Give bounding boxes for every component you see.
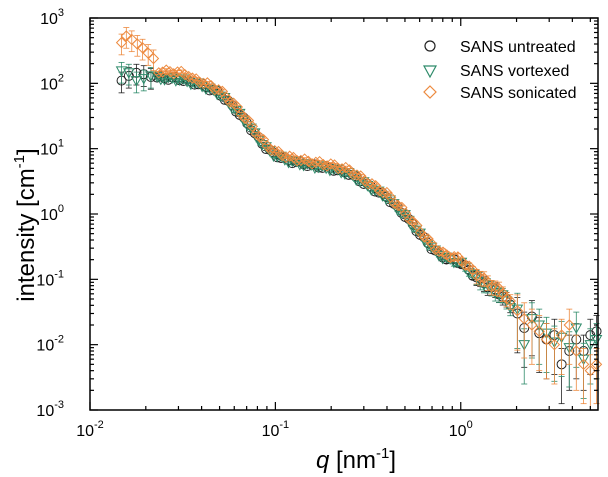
data-point: [433, 245, 445, 257]
data-point: [497, 287, 509, 299]
data-point: [590, 334, 603, 346]
data-point: [220, 91, 232, 103]
data-point: [130, 76, 143, 87]
data-point: [422, 233, 434, 245]
data-point: [355, 170, 367, 182]
data-point: [489, 281, 502, 294]
data-point: [392, 199, 404, 212]
data-point: [115, 36, 128, 49]
data-point: [245, 125, 256, 136]
y-tick-label: 101: [40, 138, 64, 159]
legend-marker-diamond: [423, 85, 437, 99]
data-point: [147, 52, 160, 65]
data-point: [351, 169, 363, 181]
data-point: [570, 345, 582, 357]
data-point: [280, 151, 292, 164]
data-point: [186, 72, 199, 84]
series-diamond: [115, 27, 603, 411]
legend: SANS untreated SANS vortexed SANS sonica…: [422, 39, 577, 102]
data-point: [136, 42, 149, 54]
data-point: [122, 68, 135, 79]
data-point: [418, 231, 430, 243]
data-point: [212, 84, 225, 96]
data-point: [120, 30, 133, 42]
data-point: [577, 358, 590, 371]
data-point: [265, 144, 277, 156]
data-point: [470, 270, 483, 282]
data-point: [343, 164, 356, 176]
x-tick-label: 100: [449, 419, 473, 440]
data-point: [474, 271, 487, 284]
data-point: [369, 180, 382, 192]
data-point: [485, 281, 498, 293]
legend-item-vortexed: SANS vortexed: [422, 63, 569, 80]
data-point: [231, 101, 244, 113]
legend-item-untreated: SANS untreated: [424, 39, 576, 56]
data-point: [533, 325, 545, 338]
legend-marker-triangle: [422, 65, 438, 79]
data-point: [373, 184, 386, 197]
data-point: [526, 319, 538, 331]
legend-item-sonicated: SANS sonicated: [423, 85, 577, 102]
data-point: [555, 329, 568, 341]
data-point: [381, 186, 393, 199]
data-point: [410, 225, 423, 237]
data-point: [548, 338, 561, 351]
plot-area: [115, 27, 603, 411]
series-circle: [116, 63, 602, 405]
data-point: [295, 154, 307, 167]
y-tick-label: 103: [40, 7, 64, 28]
data-point: [164, 65, 176, 78]
data-point: [448, 250, 460, 263]
data-point: [504, 295, 516, 307]
y-tick-label: 10-2: [36, 334, 64, 355]
legend-marker-circle: [424, 40, 436, 52]
x-axis-label: q [nm-1]: [316, 445, 396, 474]
legend-label: SANS untreated: [460, 39, 576, 56]
data-point: [126, 33, 138, 46]
data-point: [131, 38, 144, 50]
data-point: [115, 66, 128, 77]
data-point: [325, 158, 337, 170]
legend-label: SANS sonicated: [460, 85, 577, 102]
legend-label: SANS vortexed: [460, 63, 569, 80]
series-triangle-down: [115, 61, 603, 399]
data-point: [590, 358, 603, 371]
data-point: [194, 76, 206, 89]
y-axis-label: intensity [cm-1]: [11, 148, 40, 301]
data-point: [540, 333, 553, 346]
data-point: [584, 364, 597, 377]
data-point: [179, 68, 191, 81]
x-tick-label: 10-2: [76, 419, 104, 440]
data-point: [414, 226, 427, 239]
data-point: [411, 219, 423, 232]
data-point: [459, 259, 472, 271]
y-tick-label: 100: [40, 203, 64, 224]
x-tick-label: 10-1: [262, 419, 290, 440]
data-point: [429, 243, 442, 256]
data-point: [276, 149, 288, 162]
data-point: [347, 168, 359, 181]
data-point: [336, 163, 348, 175]
data-point: [224, 96, 236, 108]
data-point: [563, 319, 575, 331]
data-point: [145, 71, 157, 82]
y-tick-label: 10-1: [36, 268, 64, 289]
data-point: [137, 74, 150, 85]
y-tick-label: 10-3: [36, 399, 64, 420]
data-point: [268, 144, 281, 157]
data-point: [246, 120, 258, 133]
y-tick-label: 102: [40, 72, 64, 93]
data-point: [160, 64, 172, 76]
data-point: [518, 312, 530, 325]
data-point: [182, 70, 195, 83]
data-point: [366, 178, 378, 190]
data-point: [511, 305, 524, 317]
axes: 10-2 10-1 100 10-3 10-2 10-1 100 101 102 103: [36, 7, 598, 440]
data-point: [570, 323, 583, 335]
data-point: [283, 150, 296, 162]
